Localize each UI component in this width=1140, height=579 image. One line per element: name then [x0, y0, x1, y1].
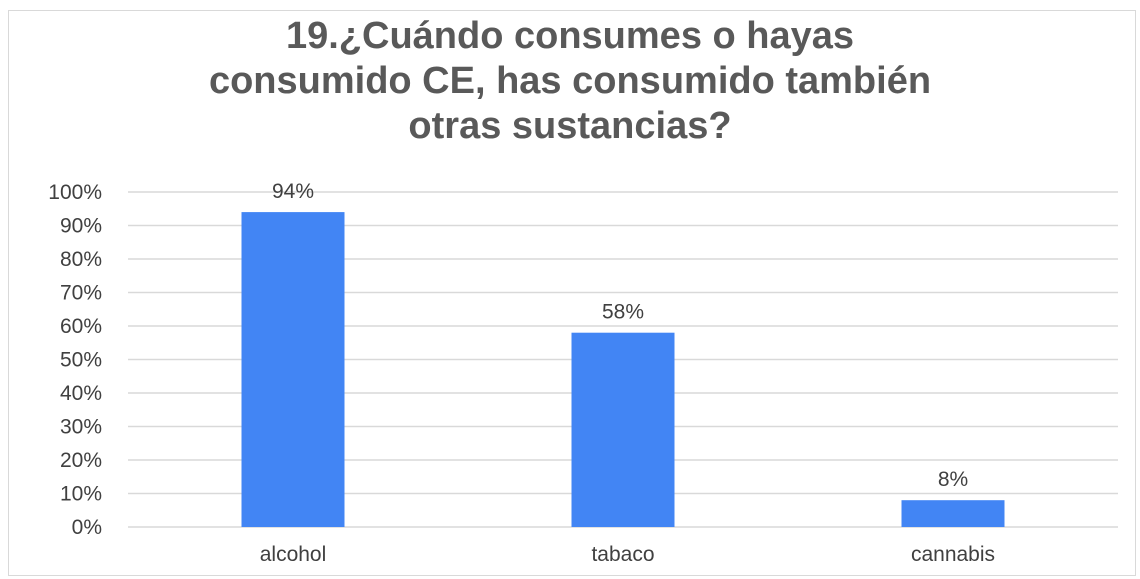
bar-cannabis [901, 500, 1005, 527]
y-tick-label: 50% [60, 349, 102, 372]
y-tick-label: 70% [60, 282, 102, 305]
y-tick-label: 10% [60, 483, 102, 506]
chart-title-line-2: consumido CE, has consumido también [208, 60, 932, 102]
y-tick-label: 60% [60, 315, 102, 338]
chart-title-line-3: otras sustancias? [408, 105, 732, 147]
bar-tabaco [571, 332, 675, 527]
y-tick-label: 20% [60, 449, 102, 472]
y-tick-label: 30% [60, 416, 102, 439]
data-label-alcohol: 94% [272, 180, 314, 203]
bar-alcohol [241, 212, 345, 527]
x-tick-label-cannabis: cannabis [911, 543, 995, 566]
data-label-cannabis: 8% [938, 468, 968, 491]
y-tick-label: 40% [60, 382, 102, 405]
y-tick-label: 80% [60, 248, 102, 271]
y-tick-label: 0% [72, 516, 102, 539]
y-tick-label: 100% [48, 181, 102, 204]
chart-title-line-1: 19.¿Cuándo consumes o hayas [285, 15, 855, 57]
chart-title: 19.¿Cuándo consumes o hayas consumido CE… [0, 14, 1140, 149]
data-label-tabaco: 58% [602, 301, 644, 324]
y-tick-label: 90% [60, 215, 102, 238]
x-tick-label-alcohol: alcohol [260, 543, 327, 566]
x-tick-label-tabaco: tabaco [591, 543, 654, 566]
